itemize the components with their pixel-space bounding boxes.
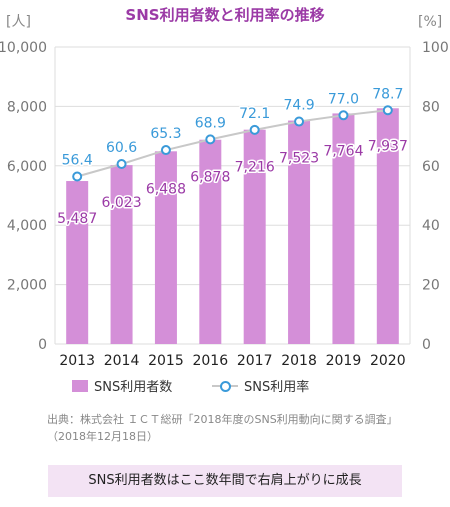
rate-value-label: 65.3 [150, 126, 181, 142]
rate-marker [205, 134, 216, 145]
bar [110, 165, 133, 344]
left-tick-label: 2,000 [7, 278, 47, 294]
rate-marker [294, 116, 305, 127]
chart: 0 2,000 4,000 6,000 8,000 10,000 0 20 40 60 80 100 [… [0, 14, 449, 369]
rate-marker [116, 159, 127, 170]
x-tick-label: 2014 [104, 353, 140, 369]
bar-value-label: 6,488 [146, 181, 186, 197]
right-tick-label: 60 [422, 159, 440, 175]
bar [154, 151, 177, 344]
x-tick-label: 2013 [59, 353, 95, 369]
bar [199, 139, 222, 344]
legend-bar-swatch [72, 379, 88, 392]
chart-title: SNS利用者数と利用率の推移 [125, 6, 325, 24]
right-tick-label: 20 [422, 278, 440, 294]
rate-value-label: 72.1 [239, 106, 270, 122]
rate-value-label: 68.9 [195, 115, 226, 131]
bar-value-label: 6,023 [102, 195, 142, 211]
right-tick-label: 40 [422, 218, 440, 234]
legend-label-rate: SNS利用率 [244, 380, 310, 395]
bar-value-label: 7,937 [368, 138, 408, 154]
summary-banner: SNS利用者数はここ数年間で右肩上がりに成長 [48, 465, 402, 497]
bar-value-label: 5,487 [57, 211, 97, 227]
right-tick-label: 100 [422, 40, 449, 56]
rate-value-label: 60.6 [106, 140, 137, 156]
x-tick-label: 2019 [326, 353, 362, 369]
x-tick-label: 2015 [148, 353, 184, 369]
bar-value-label: 6,878 [190, 170, 230, 186]
left-axis-unit: [人] [6, 14, 31, 30]
rate-value-label: 74.9 [283, 98, 314, 114]
x-tick-label: 2018 [281, 353, 317, 369]
bar [243, 129, 266, 344]
x-tick-label: 2017 [237, 353, 273, 369]
rate-value-label: 77.0 [328, 91, 359, 107]
source-note: 出典：株式会社 ＩＣＴ総研「2018年度のSNS利用動向に関する調査」（2018… [47, 413, 398, 443]
legend-label-users: SNS利用者数 [94, 380, 173, 395]
rate-marker [382, 105, 393, 116]
bar-value-label: 7,764 [323, 143, 363, 159]
left-tick-label: 6,000 [7, 159, 47, 175]
bar [66, 181, 89, 344]
bar [332, 113, 355, 344]
rate-line [76, 109, 388, 178]
rate-marker [72, 171, 83, 182]
rate-value-label: 56.4 [62, 152, 93, 168]
legend-item-rate: SNS利用率 [212, 376, 309, 395]
right-axis-unit: [%] [418, 14, 442, 30]
rate-marker [249, 124, 260, 135]
left-tick-label: 8,000 [7, 99, 47, 115]
right-tick-label: 80 [422, 99, 440, 115]
left-tick-label: 4,000 [7, 218, 47, 234]
legend-item-users: SNS利用者数 [72, 376, 172, 395]
right-tick-label: 0 [422, 337, 431, 353]
legend-line-swatch [212, 380, 238, 392]
bar-value-label: 7,523 [279, 151, 319, 167]
rate-marker [160, 145, 171, 156]
left-tick-label: 10,000 [0, 40, 47, 56]
x-tick-label: 2016 [192, 353, 228, 369]
left-tick-label: 0 [38, 337, 47, 353]
x-tick-label: 2020 [370, 353, 406, 369]
rate-marker [338, 110, 349, 121]
rate-value-label: 78.7 [372, 86, 403, 102]
bar [288, 120, 311, 345]
bar [376, 108, 399, 344]
bar-value-label: 7,216 [235, 160, 275, 176]
